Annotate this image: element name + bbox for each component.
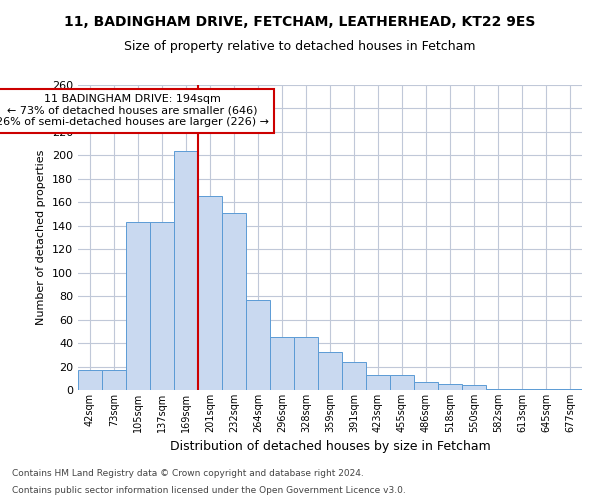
Bar — [78, 370, 102, 390]
Text: Contains public sector information licensed under the Open Government Licence v3: Contains public sector information licen… — [12, 486, 406, 495]
Text: 11 BADINGHAM DRIVE: 194sqm
← 73% of detached houses are smaller (646)
26% of sem: 11 BADINGHAM DRIVE: 194sqm ← 73% of deta… — [0, 94, 269, 128]
Bar — [414, 382, 438, 390]
Bar — [150, 222, 174, 390]
Bar — [270, 337, 294, 390]
Text: Contains HM Land Registry data © Crown copyright and database right 2024.: Contains HM Land Registry data © Crown c… — [12, 468, 364, 477]
Bar — [510, 389, 534, 390]
Bar — [342, 362, 366, 390]
Text: Size of property relative to detached houses in Fetcham: Size of property relative to detached ho… — [124, 40, 476, 53]
Bar — [390, 375, 414, 390]
Bar — [102, 370, 126, 390]
Bar — [294, 337, 318, 390]
Bar — [486, 389, 510, 390]
Bar — [462, 386, 486, 390]
Y-axis label: Number of detached properties: Number of detached properties — [37, 150, 46, 325]
Bar — [126, 222, 150, 390]
Bar — [558, 389, 582, 390]
Bar — [198, 196, 222, 390]
Bar — [318, 352, 342, 390]
Bar — [366, 375, 390, 390]
Bar — [222, 213, 246, 390]
Bar — [246, 300, 270, 390]
Bar — [534, 389, 558, 390]
Bar — [174, 150, 198, 390]
Text: 11, BADINGHAM DRIVE, FETCHAM, LEATHERHEAD, KT22 9ES: 11, BADINGHAM DRIVE, FETCHAM, LEATHERHEA… — [64, 15, 536, 29]
X-axis label: Distribution of detached houses by size in Fetcham: Distribution of detached houses by size … — [170, 440, 490, 454]
Bar — [438, 384, 462, 390]
